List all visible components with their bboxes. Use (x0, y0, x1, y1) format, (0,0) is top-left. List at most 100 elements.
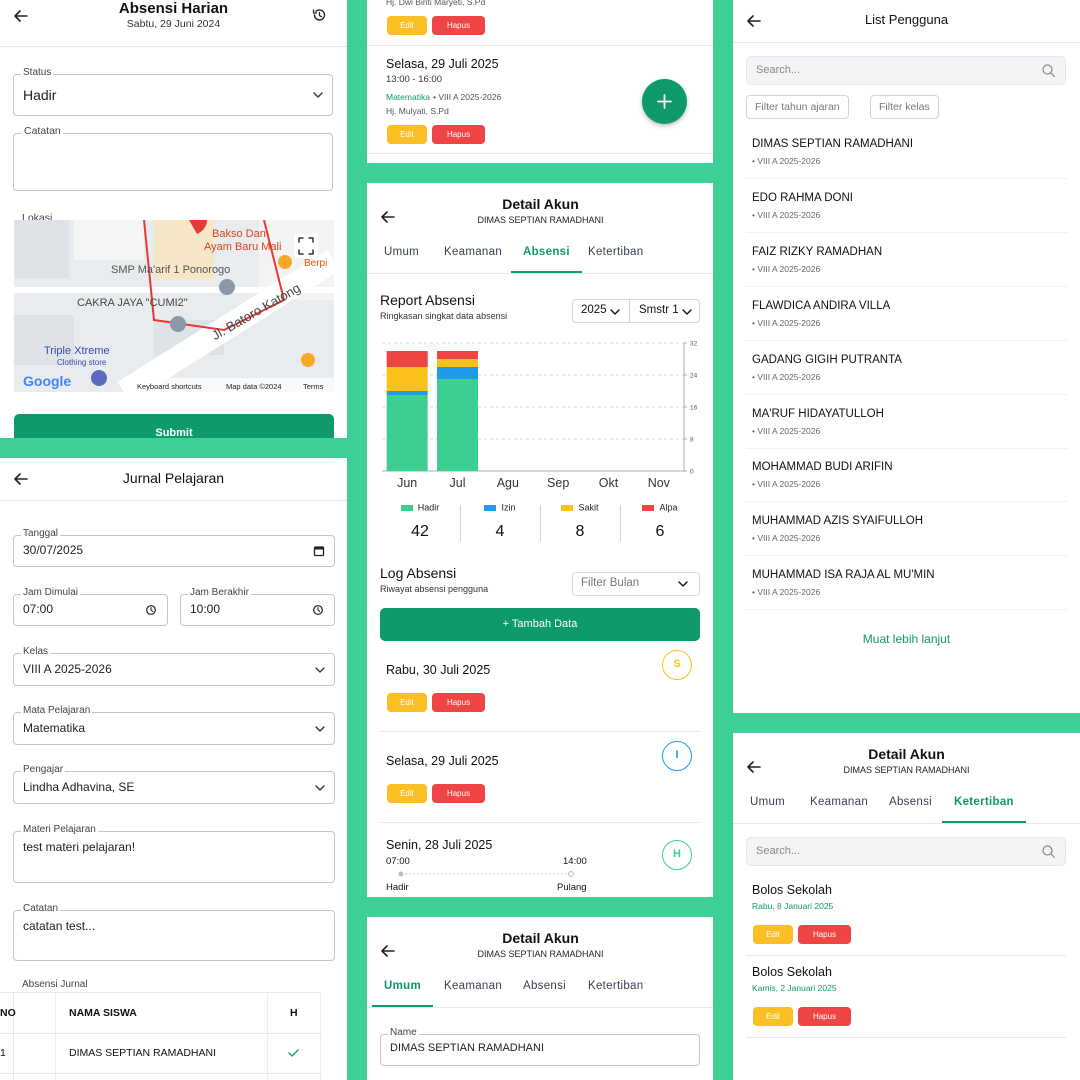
tab[interactable]: Umum (750, 796, 786, 808)
input-field[interactable] (13, 771, 335, 804)
filter-chip[interactable]: Filter tahun ajaran (746, 95, 849, 119)
delete-button[interactable]: Hapus (798, 1007, 851, 1026)
screen-title: Detail Akun (868, 746, 945, 762)
tab[interactable]: Keamanan (444, 980, 503, 992)
legend-label: Izin (501, 502, 516, 513)
divider (746, 231, 1068, 233)
tab[interactable]: Absensi (523, 980, 567, 992)
input-field[interactable] (13, 910, 335, 961)
delete-button[interactable]: Hapus (798, 925, 851, 944)
delete-button[interactable]: Hapus (432, 125, 485, 144)
table-col-line (267, 992, 268, 1080)
user-name[interactable]: GADANG GIGIH PUTRANTA (752, 353, 902, 366)
table-col-line (55, 992, 56, 1080)
field-value: Lindha Adhavina, SE (23, 779, 135, 794)
divider (746, 178, 1068, 179)
user-name[interactable]: MUHAMMAD AZIS SYAIFULLOH (752, 515, 924, 528)
tab[interactable]: Keamanan (810, 796, 869, 808)
user-name[interactable]: EDO RAHMA DONI (752, 191, 853, 204)
edit-button[interactable]: Edit (387, 784, 427, 803)
user-name[interactable]: DIMAS SEPTIAN RAMADHANI (752, 138, 914, 150)
log-date: Senin, 28 Juli 2025 (386, 838, 493, 852)
input-field[interactable] (13, 831, 335, 883)
submit-button[interactable]: Submit (14, 414, 334, 438)
tab[interactable]: Ketertiban (588, 246, 644, 258)
check-out-label: Pulang (557, 882, 587, 893)
divider (367, 1007, 713, 1008)
load-more[interactable]: Muat lebih lanjut (862, 632, 951, 646)
input-field[interactable] (13, 653, 335, 686)
input-field[interactable] (180, 594, 335, 626)
calendar-icon-shape (314, 547, 324, 550)
bar-segment (386, 351, 428, 367)
edit-button[interactable]: Edit (753, 925, 793, 944)
user-name[interactable]: MUHAMMAD ISA RAJA AL MU'MIN (752, 569, 935, 582)
select[interactable] (629, 299, 700, 323)
tab[interactable]: Ketertiban (954, 796, 1014, 808)
user-name[interactable]: MOHAMMAD BUDI ARIFIN (752, 461, 893, 474)
tab[interactable]: Absensi (889, 796, 933, 808)
map-shapes-shape (301, 353, 315, 367)
field-value: Hadir (23, 87, 57, 103)
filter-chip[interactable]: Filter kelas (870, 95, 939, 119)
tab[interactable]: Absensi (523, 246, 570, 258)
search-icon (1042, 64, 1056, 78)
search-box[interactable] (746, 837, 1066, 866)
select[interactable] (572, 572, 700, 596)
edit-button[interactable]: Edit (387, 125, 427, 144)
map[interactable]: Bakso Dan Ayam Baru Mali Berpi SMP Ma'arif … (14, 220, 334, 392)
user-name[interactable]: FAIZ RIZKY RAMADHAN (752, 245, 883, 258)
input-field[interactable] (13, 712, 335, 745)
summary-total: 8 (575, 523, 585, 540)
legend-label: Alpa (659, 502, 678, 513)
divider (380, 731, 700, 732)
input-field[interactable] (13, 74, 333, 116)
field-label: Catatan (22, 125, 63, 138)
delete-button[interactable]: Hapus (432, 784, 485, 803)
tab[interactable]: Keamanan (444, 246, 503, 258)
add-button[interactable]: + Tambah Data (380, 608, 700, 641)
edit-button[interactable]: Edit (387, 693, 427, 712)
search-box[interactable] (746, 56, 1066, 85)
map-label: SMP Ma'arif 1 Ponorogo (111, 264, 231, 276)
edit-button[interactable]: Edit (387, 16, 427, 35)
user-name[interactable]: FLAWDICA ANDIRA VILLA (752, 299, 891, 312)
legend-item: Alpa (620, 502, 700, 513)
input-field[interactable] (13, 535, 335, 567)
divider (0, 46, 347, 47)
chevron-down (678, 581, 688, 587)
status-badge: H (662, 840, 692, 870)
log-date: Rabu, 30 Juli 2025 (386, 663, 491, 677)
check-out-time: 14:00 (563, 856, 587, 867)
history-icon (312, 9, 326, 21)
chevron-down-shape (315, 725, 325, 732)
map-shapes-shape (189, 220, 207, 234)
delete-button[interactable]: Hapus (432, 16, 485, 35)
tab-indicator (511, 271, 582, 273)
delete-button[interactable]: Hapus (432, 693, 485, 712)
clock-icon (146, 605, 156, 615)
input-field[interactable] (380, 1034, 700, 1066)
search-icon-shape (1050, 853, 1056, 859)
user-name[interactable]: MA'RUF HIDAYATULLOH (752, 407, 884, 420)
legend-item: Sakit (540, 502, 620, 513)
timeline-shape (568, 871, 574, 877)
y-tick-label: 16 (690, 405, 698, 412)
back-arrow (14, 473, 28, 485)
edit-button[interactable]: Edit (753, 1007, 793, 1026)
y-tick-label: 24 (690, 373, 698, 380)
tab[interactable]: Umum (384, 980, 421, 992)
back-arrow-shape (747, 761, 761, 773)
tab[interactable]: Ketertiban (588, 980, 644, 992)
plus-icon (657, 94, 672, 109)
back-arrow (381, 211, 395, 223)
input-field[interactable] (13, 133, 333, 191)
tab[interactable]: Umum (384, 246, 420, 258)
divider (746, 447, 1068, 449)
summary-total: 6 (655, 523, 665, 540)
status-badge: I (662, 741, 692, 771)
input-field[interactable] (13, 594, 168, 626)
divider (0, 500, 347, 501)
legend-label: Sakit (578, 502, 599, 513)
